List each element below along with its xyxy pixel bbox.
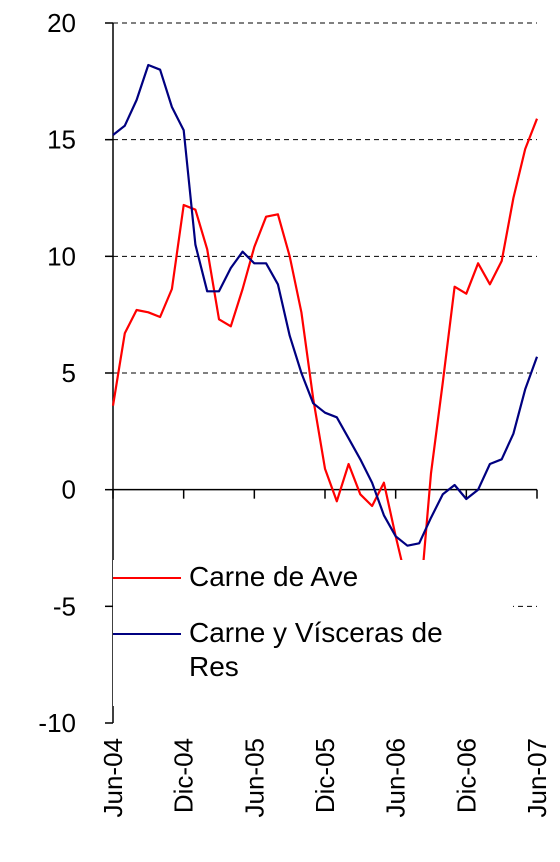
series-line	[111, 118, 539, 613]
legend-label: Carne de Ave	[189, 561, 359, 592]
y-tick-label: 15	[47, 125, 76, 155]
y-tick-label: -10	[38, 708, 76, 738]
legend-label: Carne y Vísceras de Res	[189, 617, 443, 682]
y-tick-label: 20	[47, 8, 76, 38]
x-tick-label: Dic-05	[310, 738, 340, 813]
x-tick-label: Jun-06	[381, 738, 411, 818]
x-tick-label: Dic-06	[451, 738, 481, 813]
x-tick-label: Jun-05	[239, 738, 269, 818]
y-tick-label: 0	[62, 475, 76, 505]
legend-entry: Carne de Ave	[113, 560, 513, 594]
y-tick-label: -5	[53, 591, 76, 621]
legend-entry: Carne y Vísceras de Res	[113, 616, 513, 684]
x-tick-label: Jun-04	[98, 738, 128, 818]
y-tick-label: 10	[47, 241, 76, 271]
legend: Carne de Ave Carne y Vísceras de Res	[113, 560, 513, 706]
series-line	[112, 63, 539, 547]
legend-swatch	[113, 633, 181, 635]
legend-swatch	[113, 577, 181, 579]
y-tick-label: 5	[62, 358, 76, 388]
x-tick-label: Dic-04	[169, 738, 199, 813]
x-tick-label: Jun-07	[522, 738, 552, 818]
